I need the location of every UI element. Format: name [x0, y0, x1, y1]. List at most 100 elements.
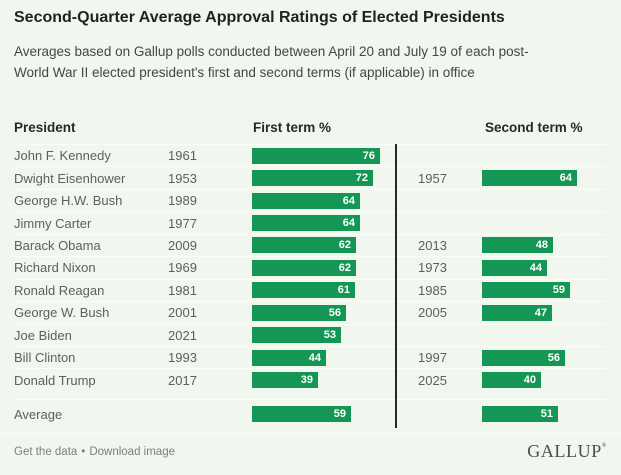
bar-value: 47 [534, 306, 547, 319]
second-term-bar-cell: 40 [482, 369, 607, 390]
second-term-bar: 40 [482, 372, 541, 389]
bar-value: 48 [535, 239, 548, 252]
bar-value: 53 [323, 329, 336, 342]
page-title: Second-Quarter Average Approval Ratings … [14, 9, 505, 26]
president-name: Joe Biden [14, 327, 72, 343]
second-term-bar-cell: 51 [482, 400, 607, 428]
president-name: George W. Bush [14, 305, 110, 321]
first-term-year: 1969 [168, 260, 197, 276]
second-term-bar: 59 [482, 282, 570, 299]
president-name: Dwight Eisenhower [14, 170, 126, 186]
bar-value: 59 [333, 408, 346, 420]
first-term-bar: 64 [252, 192, 360, 209]
bar-value: 51 [540, 408, 553, 420]
second-term-bar-cell [482, 212, 607, 233]
bar-value: 72 [355, 172, 368, 185]
subtitle-line-2: World War II elected president's first a… [14, 65, 475, 80]
second-term-bar-cell: 44 [482, 257, 607, 278]
gallup-logo: GALLUP® [527, 441, 607, 462]
footer-bullet: • [81, 446, 86, 458]
president-name: Ronald Reagan [14, 282, 105, 298]
bar-value: 62 [338, 239, 351, 252]
president-name: Jimmy Carter [14, 215, 92, 231]
table-row: Donald Trump 2017 39 2025 40 [14, 368, 607, 390]
first-term-year: 1989 [168, 193, 197, 209]
president-rows: John F. Kennedy 1961 76 Dwight Eisenhower 19… [14, 144, 607, 391]
bar-value: 61 [337, 284, 350, 297]
first-term-bar: 44 [252, 349, 326, 366]
second-term-year: 1997 [418, 350, 447, 366]
first-term-bar: 56 [252, 304, 346, 321]
column-header-first-term: First term % [253, 120, 332, 135]
bar-value: 64 [342, 194, 355, 207]
second-term-year: 1973 [418, 260, 447, 276]
second-term-bar-cell [482, 190, 607, 211]
chart-subtitle: Averages based on Gallup polls conducted… [14, 41, 529, 83]
second-term-bar: 44 [482, 259, 547, 276]
first-term-bar-cell: 64 [252, 190, 396, 211]
second-term-bar-cell [482, 145, 607, 166]
bar-value: 76 [362, 149, 375, 162]
first-term-bar-cell: 62 [252, 235, 396, 256]
bar-value: 59 [552, 284, 565, 297]
bar-value: 44 [529, 261, 542, 274]
registered-mark: ® [601, 443, 607, 449]
download-image-link[interactable]: Download image [89, 446, 175, 458]
column-header-second-term: Second term % [485, 120, 583, 135]
first-term-year: 2021 [168, 327, 197, 343]
president-name: Bill Clinton [14, 350, 76, 366]
first-term-bar: 72 [252, 170, 373, 187]
average-row: Average 59 51 [14, 399, 607, 428]
first-term-bar-cell: 39 [252, 369, 396, 390]
second-term-bar-cell: 56 [482, 347, 607, 368]
second-term-bar-cell: 59 [482, 280, 607, 301]
first-term-bar: 76 [252, 147, 380, 164]
table-row: Bill Clinton 1993 44 1997 56 [14, 345, 607, 368]
average-row-wrap: Average 59 51 [14, 399, 607, 428]
first-term-bar-cell: 62 [252, 257, 396, 278]
second-term-bar: 56 [482, 349, 565, 366]
first-term-bar: 62 [252, 259, 356, 276]
table-row: Ronald Reagan 1981 61 1985 59 [14, 278, 607, 301]
table-row: Dwight Eisenhower 1953 72 1957 64 [14, 166, 607, 188]
president-name: John F. Kennedy [14, 148, 111, 164]
table-row: John F. Kennedy 1961 76 [14, 144, 607, 166]
second-term-year: 2025 [418, 372, 447, 388]
first-term-year: 2009 [168, 237, 197, 253]
second-term-bar-cell [482, 325, 607, 346]
first-term-year: 2001 [168, 305, 197, 321]
first-term-bar: 53 [252, 327, 341, 344]
first-term-bar-cell: 76 [252, 145, 396, 166]
footer: Get the data • Download image GALLUP® [0, 433, 621, 475]
president-name: Donald Trump [14, 372, 96, 388]
table-header-row: President First term % Second term % [14, 120, 607, 135]
bar-value: 62 [338, 261, 351, 274]
first-term-year: 1953 [168, 170, 197, 186]
second-term-bar: 47 [482, 304, 552, 321]
column-divider-line [395, 144, 397, 428]
bar-value: 39 [300, 374, 313, 387]
president-name: Barack Obama [14, 237, 101, 253]
second-term-year: 2005 [418, 305, 447, 321]
first-term-bar: 61 [252, 282, 355, 299]
bar-value: 64 [559, 172, 572, 185]
first-term-bar-cell: 56 [252, 302, 396, 323]
bar-value: 56 [328, 306, 341, 319]
table-row: Barack Obama 2009 62 2013 48 [14, 233, 607, 256]
first-term-bar-cell: 44 [252, 347, 396, 368]
bar-value: 44 [308, 351, 321, 364]
table-row: George H.W. Bush 1989 64 [14, 188, 607, 211]
bar-value: 64 [342, 217, 355, 230]
second-term-bar-cell: 47 [482, 302, 607, 323]
table-row: Jimmy Carter 1977 64 [14, 211, 607, 233]
table-row: George W. Bush 2001 56 2005 47 [14, 301, 607, 323]
second-term-year: 1957 [418, 170, 447, 186]
president-name: Richard Nixon [14, 260, 96, 276]
bar-value: 56 [547, 351, 560, 364]
second-term-bar: 64 [482, 170, 577, 187]
gallup-logo-text: GALLUP [527, 441, 602, 461]
get-the-data-link[interactable]: Get the data [14, 446, 78, 458]
first-term-year: 1981 [168, 282, 197, 298]
average-label: Average [14, 406, 63, 422]
